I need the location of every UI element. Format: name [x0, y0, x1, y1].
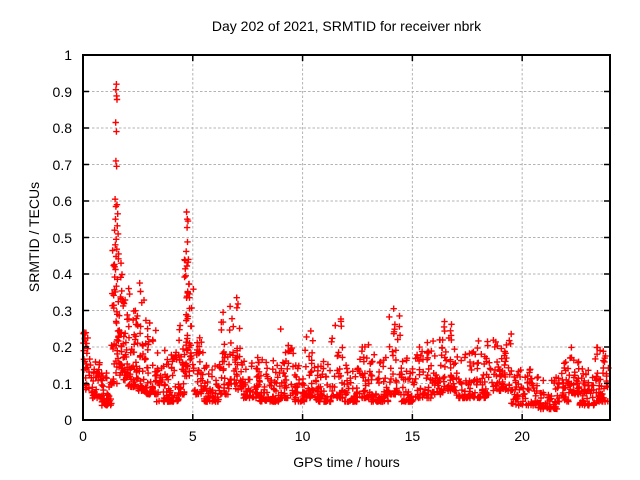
y-tick-label: 0	[64, 412, 72, 428]
y-tick-label: 0.3	[52, 302, 72, 319]
x-tick-label: 15	[404, 428, 421, 444]
x-tick-label: 20	[514, 428, 530, 444]
y-tick-label: 0.7	[52, 156, 72, 173]
data-points	[80, 81, 612, 413]
y-tick-label: 0.2	[52, 339, 72, 355]
y-tick-label: 0.6	[52, 193, 72, 209]
x-tick-label: 5	[188, 428, 197, 444]
y-tick-label: 0.1	[52, 375, 72, 392]
y-tick-label: 1	[64, 47, 72, 63]
x-axis-label: GPS time / hours	[293, 454, 400, 470]
y-tick-label: 0.4	[52, 266, 72, 282]
y-tick-label: 0.5	[52, 229, 72, 246]
plot-border	[82, 54, 611, 421]
y-tick-label: 0.8	[52, 120, 72, 136]
chart-title: Day 202 of 2021, SRMTID for receiver nbr…	[211, 18, 482, 34]
x-tick-label: 10	[294, 428, 311, 444]
y-tick-label: 0.9	[52, 83, 72, 100]
x-tick-label: 0	[79, 428, 87, 444]
